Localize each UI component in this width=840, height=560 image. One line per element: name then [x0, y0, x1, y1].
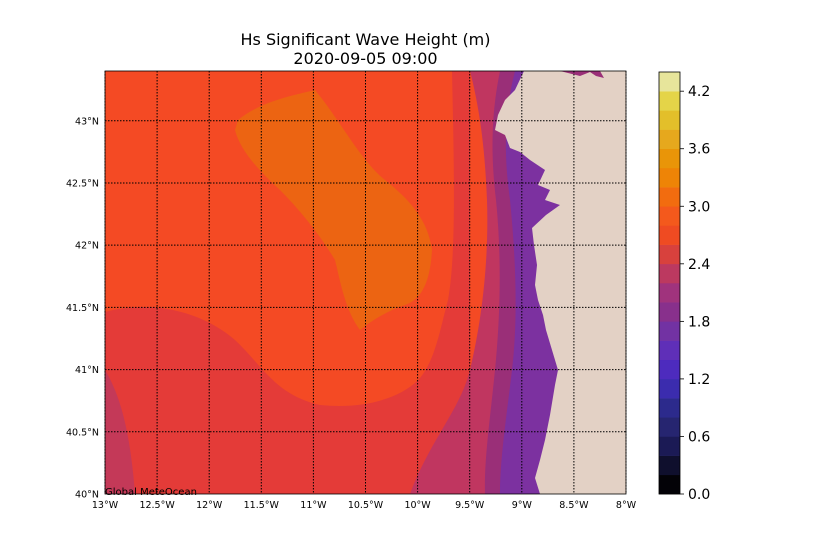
y-axis-ticks: 40°N 40.5°N 41°N 41.5°N 42°N 42.5°N 43°N — [66, 116, 99, 500]
y-tick-label: 40°N — [75, 490, 99, 501]
coast-rias-north — [560, 71, 604, 78]
colorbar-segment — [659, 129, 680, 150]
colorbar-segment — [659, 436, 680, 456]
x-tick-label: 8.5°W — [559, 500, 589, 511]
y-tick-label: 41.5°N — [66, 303, 99, 314]
colorbar-segment — [659, 398, 680, 418]
colorbar-segment — [659, 91, 680, 111]
chart-subtitle: 2020-09-05 09:00 — [293, 49, 438, 68]
grid-lines — [104, 71, 627, 494]
colorbar-segment — [659, 72, 680, 92]
colorbar-tick-label: 3.6 — [688, 142, 710, 158]
colorbar-segment — [659, 225, 680, 245]
colorbar-segment — [659, 283, 680, 303]
colorbar-tick-label: 3.0 — [688, 199, 710, 215]
colorbar-segment — [659, 244, 680, 265]
chart-title-block: Hs Significant Wave Height (m) 2020-09-0… — [105, 30, 626, 68]
chart-title: Hs Significant Wave Height (m) — [240, 30, 491, 49]
colorbar-segment — [659, 167, 680, 188]
sea-region-central-maximum — [235, 90, 432, 330]
colorbar-tick-label: 2.4 — [688, 257, 710, 273]
y-tick-label: 42°N — [75, 241, 99, 252]
x-tick-label: 12°W — [196, 500, 223, 511]
colorbar-tick-label: 0.6 — [688, 429, 710, 445]
colorbar-segment — [659, 455, 680, 476]
colorbar-segment — [659, 417, 680, 437]
colorbar-segment — [659, 474, 680, 495]
x-tick-label: 8°W — [616, 500, 637, 511]
colorbar-segment — [659, 206, 680, 226]
x-tick-label: 11°W — [300, 500, 327, 511]
x-tick-label: 9.5°W — [455, 500, 485, 511]
x-tick-label: 10°W — [404, 500, 431, 511]
x-tick-label: 10.5°W — [348, 500, 384, 511]
x-axis-ticks: 13°W 12.5°W 12°W 11.5°W 11°W 10.5°W 10°W 9.5°W 9… — [92, 500, 637, 511]
colorbar-segment — [659, 302, 680, 322]
x-tick-label: 9°W — [512, 500, 533, 511]
colorbar-segment — [659, 263, 680, 284]
colorbar-segment — [659, 148, 680, 169]
x-tick-label: 12.5°W — [139, 500, 175, 511]
x-tick-label: 11.5°W — [244, 500, 280, 511]
colorbar-segment — [659, 321, 680, 341]
colorbar-tick-label: 1.2 — [688, 372, 710, 388]
y-tick-label: 43°N — [75, 116, 99, 127]
credit-label: Global MeteOcean — [105, 487, 197, 498]
colorbar-ticks: 0.0 0.6 1.2 1.8 2.4 3.0 3.6 4.2 — [680, 84, 710, 503]
sea-region-southwest — [105, 71, 470, 494]
colorbar-segment — [659, 359, 680, 380]
x-tick-label: 13°W — [92, 500, 119, 511]
colorbar-segment — [659, 187, 680, 207]
colorbar-segment — [659, 378, 680, 399]
colorbar-segment — [659, 340, 680, 361]
y-tick-label: 41°N — [75, 365, 99, 376]
y-tick-label: 42.5°N — [66, 178, 99, 189]
colorbar-segment — [659, 110, 680, 130]
y-tick-label: 40.5°N — [66, 427, 99, 438]
colorbar-tick-label: 1.8 — [688, 314, 710, 330]
colorbar-tick-label: 4.2 — [688, 84, 710, 100]
colorbar — [658, 71, 681, 495]
colorbar-tick-label: 0.0 — [688, 487, 710, 503]
colorbar-frame — [658, 71, 681, 495]
land-iberia — [495, 71, 626, 494]
